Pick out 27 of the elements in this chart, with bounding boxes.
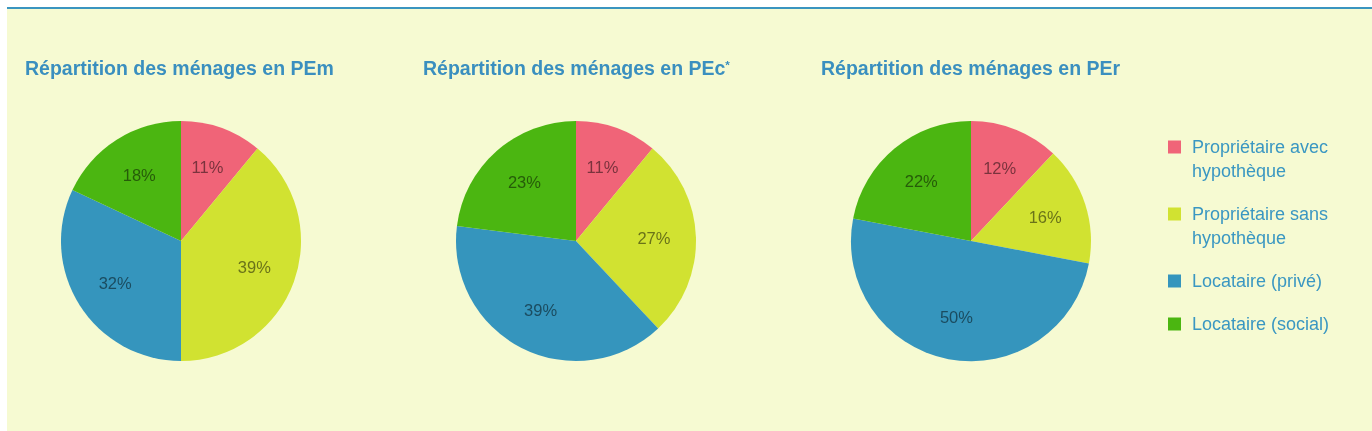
data-label: 39% xyxy=(237,258,272,277)
chart-title: Répartition des ménages en PEm xyxy=(25,57,334,79)
pie-slice xyxy=(61,189,181,361)
pie-slice xyxy=(853,121,971,241)
pie-slice xyxy=(456,121,576,241)
chart-title: Répartition des ménages en PEr xyxy=(821,57,1121,79)
pie-slice xyxy=(181,121,258,241)
pie-slice xyxy=(72,121,181,241)
chart-title: Répartition des ménages en PEc$^{*}$ xyxy=(423,57,731,79)
data-label: 11% xyxy=(191,158,224,177)
legend-label: Locataire (privé) xyxy=(1192,271,1323,292)
pie-slice xyxy=(971,153,1091,264)
pie-slice xyxy=(576,148,696,329)
data-label: 16% xyxy=(1028,207,1063,226)
data-label: 27% xyxy=(637,229,671,248)
data-label: 23% xyxy=(507,173,542,192)
data-label: 32% xyxy=(98,273,132,292)
pie-slice xyxy=(181,148,301,361)
data-label: 11% xyxy=(586,158,619,177)
legend-label: Locataire (social) xyxy=(1192,314,1330,335)
data-label: 50% xyxy=(939,308,974,327)
legend-label: Propriétaire avec hypothèque xyxy=(1192,137,1329,182)
data-label: 22% xyxy=(904,171,939,190)
data-label: 18% xyxy=(122,165,157,184)
data-label: 12% xyxy=(983,159,1017,178)
legend-label: Propriétaire sans hypothèque xyxy=(1192,204,1329,249)
data-label: 39% xyxy=(524,301,558,320)
